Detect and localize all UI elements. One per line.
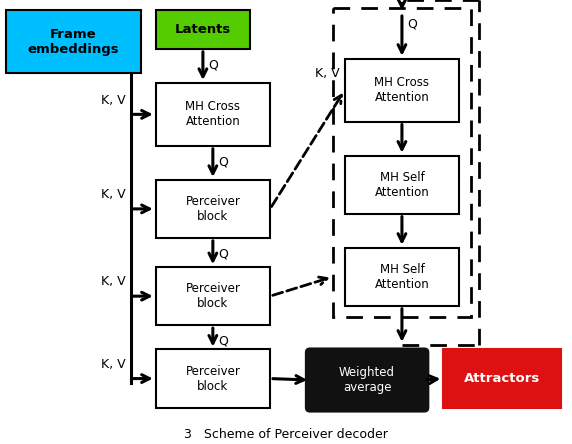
Bar (345, 155, 459, 214)
Text: 3   Scheme of Perceiver decoder: 3 Scheme of Perceiver decoder (184, 428, 388, 441)
Bar (345, 248, 459, 306)
Text: Q: Q (218, 155, 228, 169)
Text: Q: Q (218, 248, 228, 261)
Text: Q: Q (407, 18, 417, 31)
Text: Perceiver
block: Perceiver block (185, 195, 240, 223)
FancyBboxPatch shape (306, 349, 428, 412)
Bar (156, 349, 270, 408)
Bar (333, 8, 471, 317)
Text: MH Self
Attention: MH Self Attention (375, 263, 430, 291)
Bar (443, 349, 561, 408)
Text: K, V: K, V (315, 67, 340, 80)
Text: Q: Q (218, 335, 228, 348)
Bar (156, 267, 270, 325)
Bar (156, 180, 270, 238)
Text: Q: Q (208, 59, 218, 71)
Text: K, V: K, V (101, 188, 126, 201)
Text: K, V: K, V (101, 275, 126, 289)
Bar (6, 10, 141, 73)
Bar (156, 83, 270, 146)
Bar (156, 10, 250, 49)
Text: Attractors: Attractors (464, 372, 540, 385)
Text: Weighted
average: Weighted average (339, 366, 395, 394)
Bar (345, 59, 459, 122)
Text: MH Cross
Attention: MH Cross Attention (185, 100, 240, 128)
Text: Latents: Latents (175, 23, 231, 36)
Text: MH Cross
Attention: MH Cross Attention (375, 76, 430, 104)
Text: Perceiver
block: Perceiver block (185, 282, 240, 310)
Text: Frame
embeddings: Frame embeddings (27, 28, 120, 56)
Text: MH Self
Attention: MH Self Attention (375, 170, 430, 198)
Text: Perceiver
block: Perceiver block (185, 365, 240, 392)
Text: K, V: K, V (101, 358, 126, 371)
Text: K, V: K, V (101, 94, 126, 107)
